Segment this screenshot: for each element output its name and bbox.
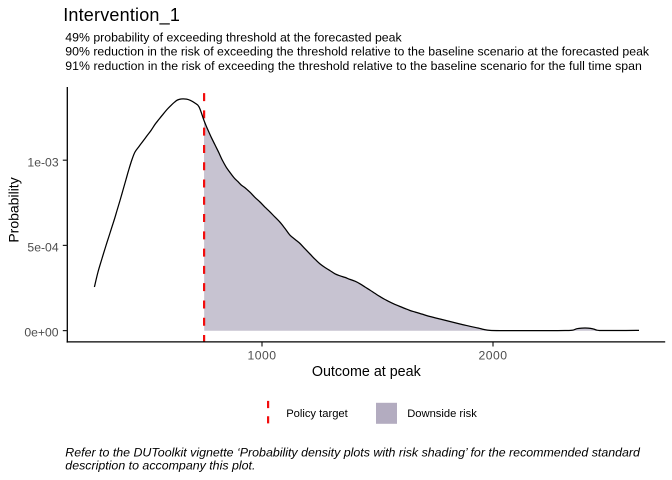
svg-text:1000: 1000	[247, 349, 276, 363]
svg-text:91% reduction in the risk of e: 91% reduction in the risk of exceeding t…	[65, 59, 642, 73]
svg-text:Refer to the DUToolkit vignett: Refer to the DUToolkit vignette ‘Probabi…	[65, 445, 641, 459]
svg-text:90% reduction in the risk of e: 90% reduction in the risk of exceeding t…	[65, 45, 650, 59]
svg-text:Policy target: Policy target	[286, 408, 348, 420]
svg-text:Probability: Probability	[5, 177, 21, 242]
svg-text:0e+00: 0e+00	[24, 325, 58, 339]
svg-text:2000: 2000	[478, 349, 507, 363]
svg-text:1e-03: 1e-03	[27, 155, 58, 169]
svg-text:Outcome at peak: Outcome at peak	[312, 364, 422, 380]
svg-text:5e-04: 5e-04	[27, 241, 58, 255]
svg-text:Downside risk: Downside risk	[407, 408, 477, 420]
svg-text:49% probability of exceeding t: 49% probability of exceeding threshold a…	[65, 30, 402, 44]
svg-text:Intervention_1: Intervention_1	[63, 5, 180, 26]
svg-text:description to accompany this: description to accompany this plot.	[65, 458, 255, 472]
